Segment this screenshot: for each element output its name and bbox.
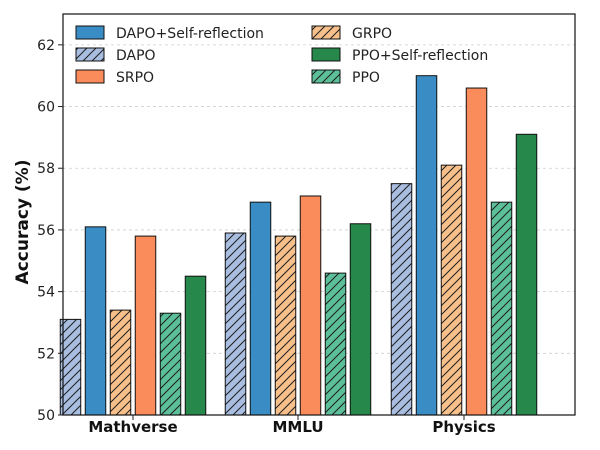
legend-swatch [75, 47, 105, 62]
bar-physics-srpo [465, 87, 488, 416]
y-ticks: 50 52 54 56 58 60 62 [37, 38, 63, 424]
bar-mmlu-dapo [224, 232, 247, 416]
axes [62, 13, 576, 416]
y-tick-label: 62 [37, 38, 55, 54]
y-tick-label: 58 [37, 161, 55, 177]
bar-physics-dapo-self-reflection [415, 75, 438, 416]
legend-label: DAPO+Self-reflection [116, 26, 264, 42]
legend-label: GRPO [352, 26, 392, 42]
bar-mathverse-ppo [159, 312, 182, 416]
bar-mmlu-ppo-self-reflection [349, 223, 372, 416]
legend-label: SRPO [116, 70, 154, 86]
legend: DAPO+Self-reflection DAPO SRPO GRPO PPO+Self… [75, 25, 488, 86]
bar-mathverse-ppo-self-reflection [184, 275, 207, 416]
x-tick-label: Physics [432, 418, 495, 436]
bar-physics-ppo [490, 201, 513, 416]
bar-mmlu-srpo [299, 195, 322, 416]
x-tick-label: Mathverse [88, 418, 177, 436]
y-axis-title: Accuracy (%) [13, 160, 33, 285]
bars [59, 75, 538, 416]
bar-mathverse-grpo [109, 309, 132, 416]
y-tick-label: 54 [37, 285, 55, 301]
legend-label: PPO+Self-reflection [352, 48, 488, 64]
bar-mathverse-srpo [134, 235, 157, 416]
bar-physics-dapo [390, 183, 413, 416]
bar-mathverse-dapo-self-reflection [84, 226, 107, 416]
legend-swatch [311, 25, 341, 40]
legend-swatch [75, 25, 105, 40]
legend-swatch [311, 47, 341, 62]
x-ticks: Mathverse MMLU Physics [88, 415, 496, 436]
bar-physics-grpo [440, 164, 463, 416]
y-tick-label: 52 [37, 346, 55, 362]
y-tick-label: 50 [37, 408, 55, 424]
bar-physics-ppo-self-reflection [515, 133, 538, 416]
plot-frame [62, 13, 576, 416]
legend-label: DAPO [116, 48, 156, 64]
bar-mmlu-ppo [324, 272, 347, 416]
y-tick-label: 56 [37, 223, 55, 239]
bar-mmlu-dapo-self-reflection [249, 201, 272, 416]
legend-swatch [311, 69, 341, 84]
legend-label: PPO [352, 70, 380, 86]
x-tick-label: MMLU [272, 418, 323, 436]
legend-swatch [75, 69, 105, 84]
y-tick-label: 60 [37, 100, 55, 116]
bar-mmlu-grpo [274, 235, 297, 416]
